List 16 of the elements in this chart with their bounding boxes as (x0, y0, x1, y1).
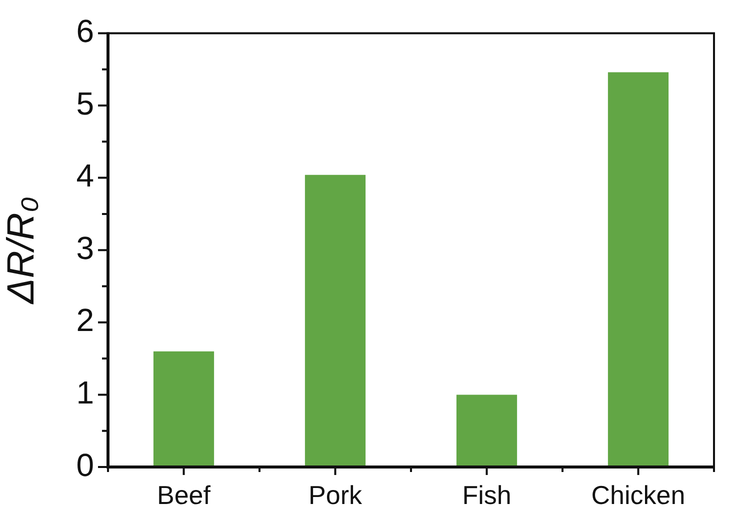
y-tick-label: 4 (76, 158, 94, 194)
x-tick-label: Fish (462, 480, 512, 510)
y-tick-label: 5 (76, 85, 94, 122)
y-tick-label: 1 (76, 374, 94, 411)
y-axis-title: ΔR/R₀ (0, 196, 42, 305)
bar (304, 174, 366, 467)
bar (153, 351, 214, 467)
y-tick-label: 2 (76, 302, 94, 338)
x-tick-label: Beef (157, 480, 212, 510)
bar (608, 72, 669, 467)
y-tick-label: 0 (76, 446, 94, 483)
y-tick-label: 3 (76, 230, 94, 266)
bar (456, 394, 518, 467)
y-tick-label: 6 (76, 13, 94, 50)
x-tick-label: Chicken (591, 480, 686, 510)
x-tick-label: Pork (308, 480, 363, 510)
